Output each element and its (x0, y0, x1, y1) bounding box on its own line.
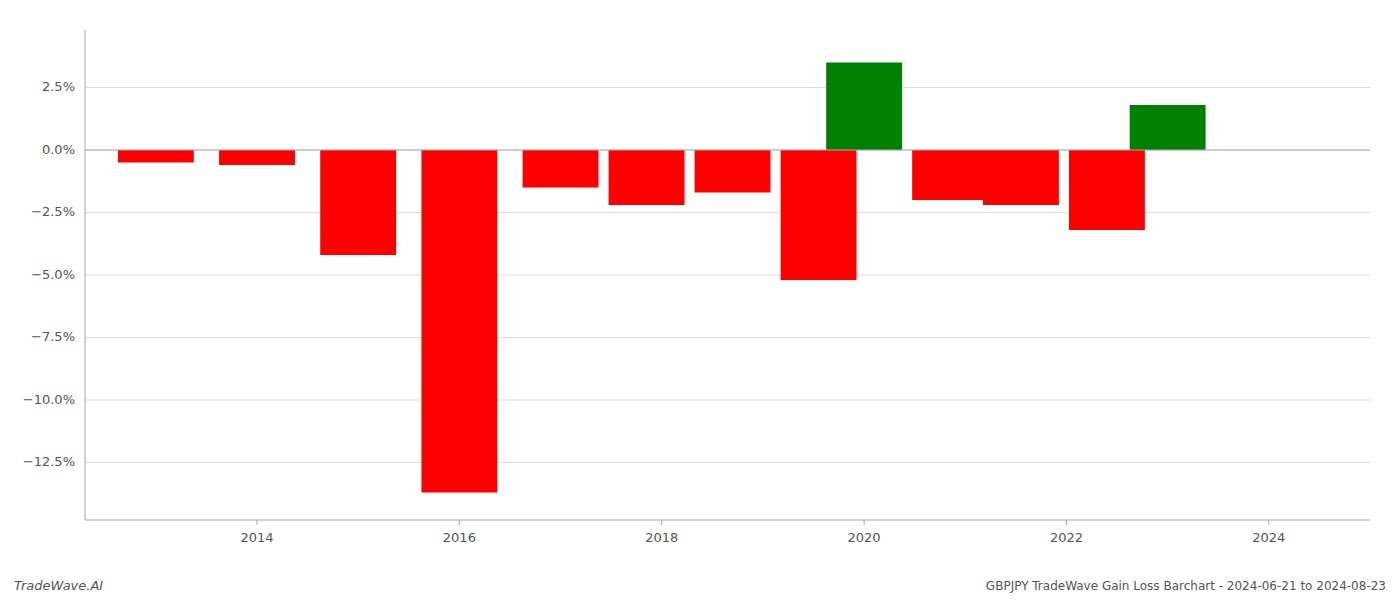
chart: 2.5% 0.0% −2.5% −5.0% −7.5% −10.0% −12.5% 2014 2… (0, 0, 1400, 600)
x-tick (864, 520, 865, 525)
bar (1069, 150, 1145, 230)
grid-line (85, 400, 1370, 401)
bar (826, 63, 902, 151)
grid-line (85, 462, 1370, 463)
grid-line (85, 150, 1370, 151)
bar (609, 150, 685, 205)
x-tick-label: 2014 (240, 530, 273, 545)
bar (781, 150, 857, 280)
bar (983, 150, 1059, 205)
bar (421, 150, 497, 493)
footer-left: TradeWave.AI (14, 578, 103, 593)
y-tick-label: −2.5% (31, 204, 75, 219)
bar (118, 150, 194, 163)
y-grid (85, 88, 1370, 463)
x-tick (661, 520, 662, 525)
zero-line (85, 150, 1370, 151)
x-tick-label: 2018 (645, 530, 678, 545)
x-tick-label: 2024 (1252, 530, 1285, 545)
x-tick-label: 2022 (1050, 530, 1083, 545)
y-tick-label: 0.0% (42, 142, 75, 157)
x-tick-label: 2020 (848, 530, 881, 545)
bar (695, 150, 771, 193)
y-axis-line (85, 30, 86, 520)
footer-right: GBPJPY TradeWave Gain Loss Barchart - 20… (986, 579, 1386, 593)
y-tick-label: −12.5% (23, 454, 75, 469)
grid-line (85, 275, 1370, 276)
grid-line (85, 337, 1370, 338)
grid-line (85, 87, 1370, 88)
y-tick-label: −5.0% (31, 267, 75, 282)
x-tick (1268, 520, 1269, 525)
x-tick (257, 520, 258, 525)
bars (118, 63, 1206, 493)
bar (219, 150, 295, 165)
y-tick-label: 2.5% (42, 79, 75, 94)
y-tick-label: −10.0% (23, 392, 75, 407)
bar (523, 150, 599, 188)
y-tick-label: −7.5% (31, 329, 75, 344)
x-tick (1066, 520, 1067, 525)
bar (1130, 105, 1206, 150)
x-tick-label: 2016 (443, 530, 476, 545)
grid-line (85, 212, 1370, 213)
x-tick (459, 520, 460, 525)
bar (912, 150, 988, 200)
x-axis-line (85, 520, 1370, 521)
bar (320, 150, 396, 255)
